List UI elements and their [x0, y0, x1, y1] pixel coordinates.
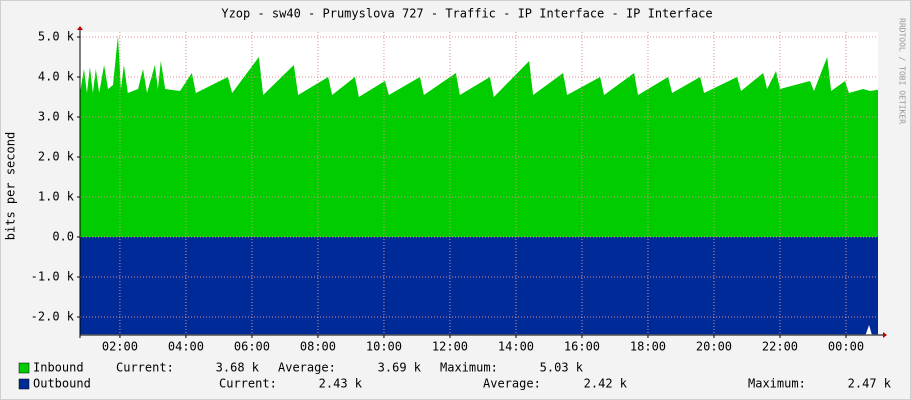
- plot: [80, 32, 878, 335]
- x-tick-label: 06:00: [234, 340, 270, 354]
- x-tick-label: 00:00: [828, 340, 864, 354]
- x-tick-label: 12:00: [432, 340, 468, 354]
- y-tick-label: 5.0 k: [38, 30, 75, 44]
- y-tick-label: 2.0 k: [38, 150, 75, 164]
- stat-label: Maximum:: [748, 377, 806, 391]
- stat-label: Average:: [483, 377, 541, 391]
- y-tick-label: 4.0 k: [38, 70, 75, 84]
- y-tick-label: 0.0: [52, 230, 74, 244]
- stat-value: 2.47 k: [848, 377, 892, 391]
- x-tick-label: 14:00: [498, 340, 534, 354]
- x-tick-label: 20:00: [696, 340, 732, 354]
- y-tick-label: 1.0 k: [38, 190, 75, 204]
- x-tick-label: 02:00: [102, 340, 138, 354]
- stat-label: Current:: [219, 377, 277, 391]
- stat-value: 2.42 k: [584, 377, 628, 391]
- stat-value: 3.68 k: [216, 361, 260, 375]
- x-tick-label: 08:00: [300, 340, 336, 354]
- y-tick-label: -2.0 k: [31, 310, 75, 324]
- area: [80, 237, 878, 335]
- x-tick-label: 18:00: [630, 340, 666, 354]
- stat-label: Maximum:: [440, 361, 498, 375]
- y-tick-label: -1.0 k: [31, 270, 75, 284]
- stat-value: 5.03 k: [540, 361, 584, 375]
- x-axis-arrow: [883, 332, 887, 338]
- stat-value: 2.43 k: [319, 377, 363, 391]
- legend-swatch: [18, 378, 30, 390]
- chart-title: Yzop - sw40 - Prumyslova 727 - Traffic -…: [221, 7, 712, 21]
- stat-value: 3.69 k: [378, 361, 422, 375]
- x-tick-label: 04:00: [168, 340, 204, 354]
- area: [80, 35, 878, 237]
- legend-label: Inbound: [33, 361, 84, 375]
- y-axis-label: bits per second: [4, 132, 18, 240]
- x-tick-label: 22:00: [762, 340, 798, 354]
- legend-swatch: [18, 362, 30, 374]
- y-tick-label: 3.0 k: [38, 110, 75, 124]
- watermark: RRDTOOL / TOBI OETIKER: [898, 18, 907, 124]
- legend-label: Outbound: [33, 377, 91, 391]
- y-axis-arrow: [77, 26, 83, 30]
- stat-label: Current:: [116, 361, 174, 375]
- x-tick-label: 10:00: [366, 340, 402, 354]
- legend: Inbound Current: 3.68 k Average: 3.69 k Maxim…: [18, 361, 892, 391]
- x-tick-label: 16:00: [564, 340, 600, 354]
- stat-label: Average:: [278, 361, 336, 375]
